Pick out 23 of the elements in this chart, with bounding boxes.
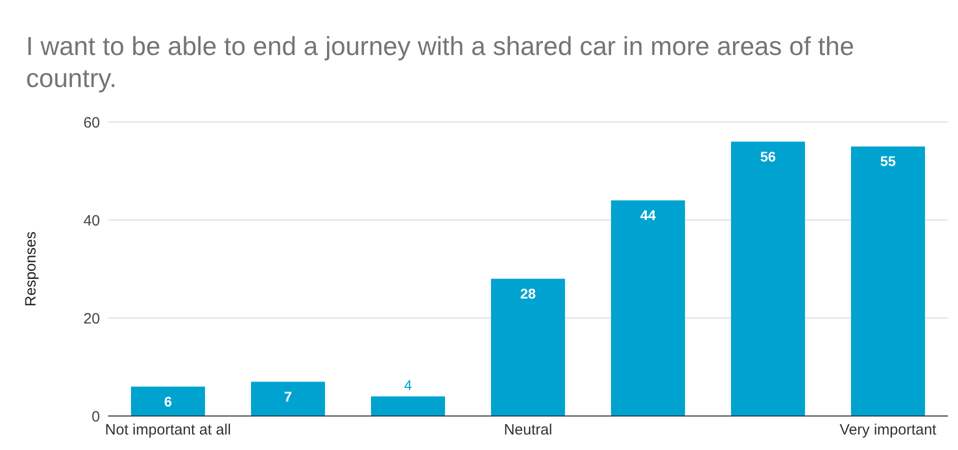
- bar: [491, 278, 565, 416]
- bar: [731, 142, 805, 416]
- data-label: 6: [164, 393, 172, 410]
- bar: [131, 386, 205, 416]
- data-label: 7: [284, 388, 292, 404]
- y-axis-title: Responses: [22, 231, 40, 307]
- bar: [611, 200, 685, 416]
- data-label: 4: [404, 377, 412, 394]
- y-tick-label: 60: [83, 114, 100, 132]
- y-tick-label: 40: [83, 212, 100, 230]
- bar: [251, 382, 325, 416]
- data-label: 56: [760, 148, 776, 164]
- y-tick-label: 0: [92, 408, 100, 426]
- data-label: 28: [520, 286, 536, 302]
- y-tick-label: 20: [83, 310, 100, 328]
- data-label: 44: [640, 207, 656, 224]
- bar: [851, 146, 925, 416]
- x-tick-label: Neutral: [504, 422, 552, 439]
- x-tick-label: Very important: [840, 422, 938, 439]
- x-tick-label: Not important at all: [105, 422, 231, 439]
- chart-title: I want to be able to end a journey with a shared car in more areas of the country.: [26, 30, 856, 94]
- data-label: 55: [880, 153, 896, 170]
- bar: [371, 396, 445, 416]
